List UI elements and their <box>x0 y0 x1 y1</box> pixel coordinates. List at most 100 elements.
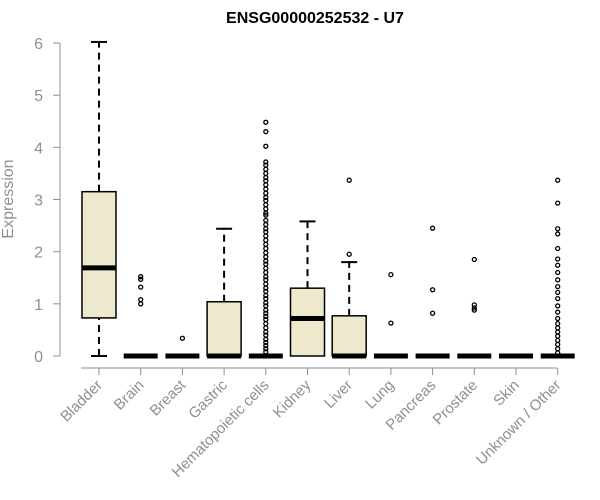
x-tick-label: Liver <box>321 377 356 412</box>
outlier-point <box>263 226 269 232</box>
outlier-point <box>263 303 269 309</box>
outlier-point <box>555 231 561 237</box>
outlier-point <box>263 159 269 165</box>
outlier-point <box>263 250 269 256</box>
outlier-point <box>429 225 436 231</box>
outlier-point <box>263 346 269 352</box>
chart-title: ENSG00000252532 - U7 <box>226 10 404 27</box>
box-body <box>81 190 117 319</box>
outlier-point <box>263 197 269 204</box>
outlier-point <box>555 283 561 290</box>
box-lung <box>373 271 408 359</box>
outlier-point <box>263 300 269 306</box>
outlier-point <box>138 274 144 280</box>
outlier-point <box>263 206 269 212</box>
outlier-point <box>138 297 144 303</box>
y-ticks: 0 1 2 3 4 5 6 <box>34 36 60 366</box>
y-tick-label: 1 <box>34 297 43 314</box>
y-tick-label: 2 <box>34 245 43 262</box>
outlier-point <box>263 307 269 313</box>
x-tick-label: Skin <box>490 377 523 410</box>
outlier-point <box>555 262 561 268</box>
outlier-point <box>263 119 269 125</box>
outlier-point <box>555 337 561 344</box>
outlier-point <box>263 258 269 264</box>
outlier-point <box>263 285 269 291</box>
outlier-point <box>263 186 269 192</box>
box-kidney <box>289 220 326 357</box>
outlier-point <box>388 271 394 278</box>
outlier-point <box>263 229 269 235</box>
box-breast <box>165 335 200 359</box>
outlier-point <box>346 177 352 183</box>
outlier-point <box>263 313 269 320</box>
outlier-point <box>138 284 144 290</box>
x-tick-label: Lung <box>362 377 398 413</box>
outlier-point <box>471 256 477 263</box>
outlier-point <box>555 346 561 352</box>
outlier-point <box>263 269 269 276</box>
outlier-point <box>263 329 269 335</box>
outlier-point <box>263 162 269 168</box>
y-axis-label: Expression <box>0 159 17 238</box>
box-prostate <box>457 256 492 359</box>
outlier-point <box>263 217 269 224</box>
outlier-point <box>555 329 561 335</box>
outlier-point <box>263 277 269 283</box>
outlier-point <box>263 221 269 228</box>
outlier-point <box>555 177 561 183</box>
outlier-point <box>263 245 269 252</box>
outlier-point <box>263 190 269 196</box>
outlier-point <box>263 332 269 338</box>
y-tick-label: 0 <box>34 349 43 366</box>
y-tick-label: 5 <box>34 88 43 105</box>
outlier-point <box>346 251 352 257</box>
outlier-point <box>555 315 561 322</box>
outlier-point <box>138 276 144 282</box>
x-tick-label: Prostate <box>430 377 482 429</box>
x-tick-label: Breast <box>147 376 190 419</box>
outlier-point <box>263 178 269 184</box>
outlier-point <box>263 194 269 201</box>
outlier-point <box>555 200 561 206</box>
outlier-point <box>263 202 269 208</box>
outlier-point <box>263 295 269 302</box>
outlier-point <box>555 303 561 309</box>
outlier-point <box>263 339 269 346</box>
outlier-point <box>263 182 269 188</box>
outlier-point <box>263 292 269 299</box>
outlier-point <box>555 333 561 339</box>
outlier-point <box>263 342 269 349</box>
box-gastric <box>206 227 242 359</box>
x-tick-label: Bladder <box>57 377 106 426</box>
outlier-point <box>555 341 561 348</box>
x-tick-label: Kidney <box>270 376 315 421</box>
outlier-point <box>471 305 477 311</box>
outlier-point <box>263 316 269 323</box>
outlier-point <box>555 295 561 302</box>
box-brain <box>123 274 158 359</box>
box-pancreas <box>415 225 450 359</box>
outlier-point <box>471 302 477 308</box>
box-body <box>331 315 367 357</box>
outlier-point <box>263 261 269 267</box>
x-tick-label: Brain <box>111 377 148 414</box>
outlier-point <box>263 325 269 331</box>
outlier-point <box>555 350 561 356</box>
outlier-point <box>388 320 394 326</box>
outlier-point <box>263 241 269 248</box>
outlier-point <box>555 277 561 283</box>
outlier-point <box>263 233 269 239</box>
outlier-point <box>471 307 477 313</box>
outlier-point <box>263 281 269 287</box>
outlier-point <box>555 226 561 232</box>
outlier-point <box>263 170 269 177</box>
outlier-point <box>555 289 561 296</box>
outlier-point <box>179 335 186 341</box>
outlier-point <box>263 265 269 272</box>
y-tick-label: 4 <box>34 140 43 157</box>
y-tick-label: 3 <box>34 193 43 210</box>
y-tick-label: 6 <box>34 36 43 53</box>
outlier-point <box>263 174 269 181</box>
